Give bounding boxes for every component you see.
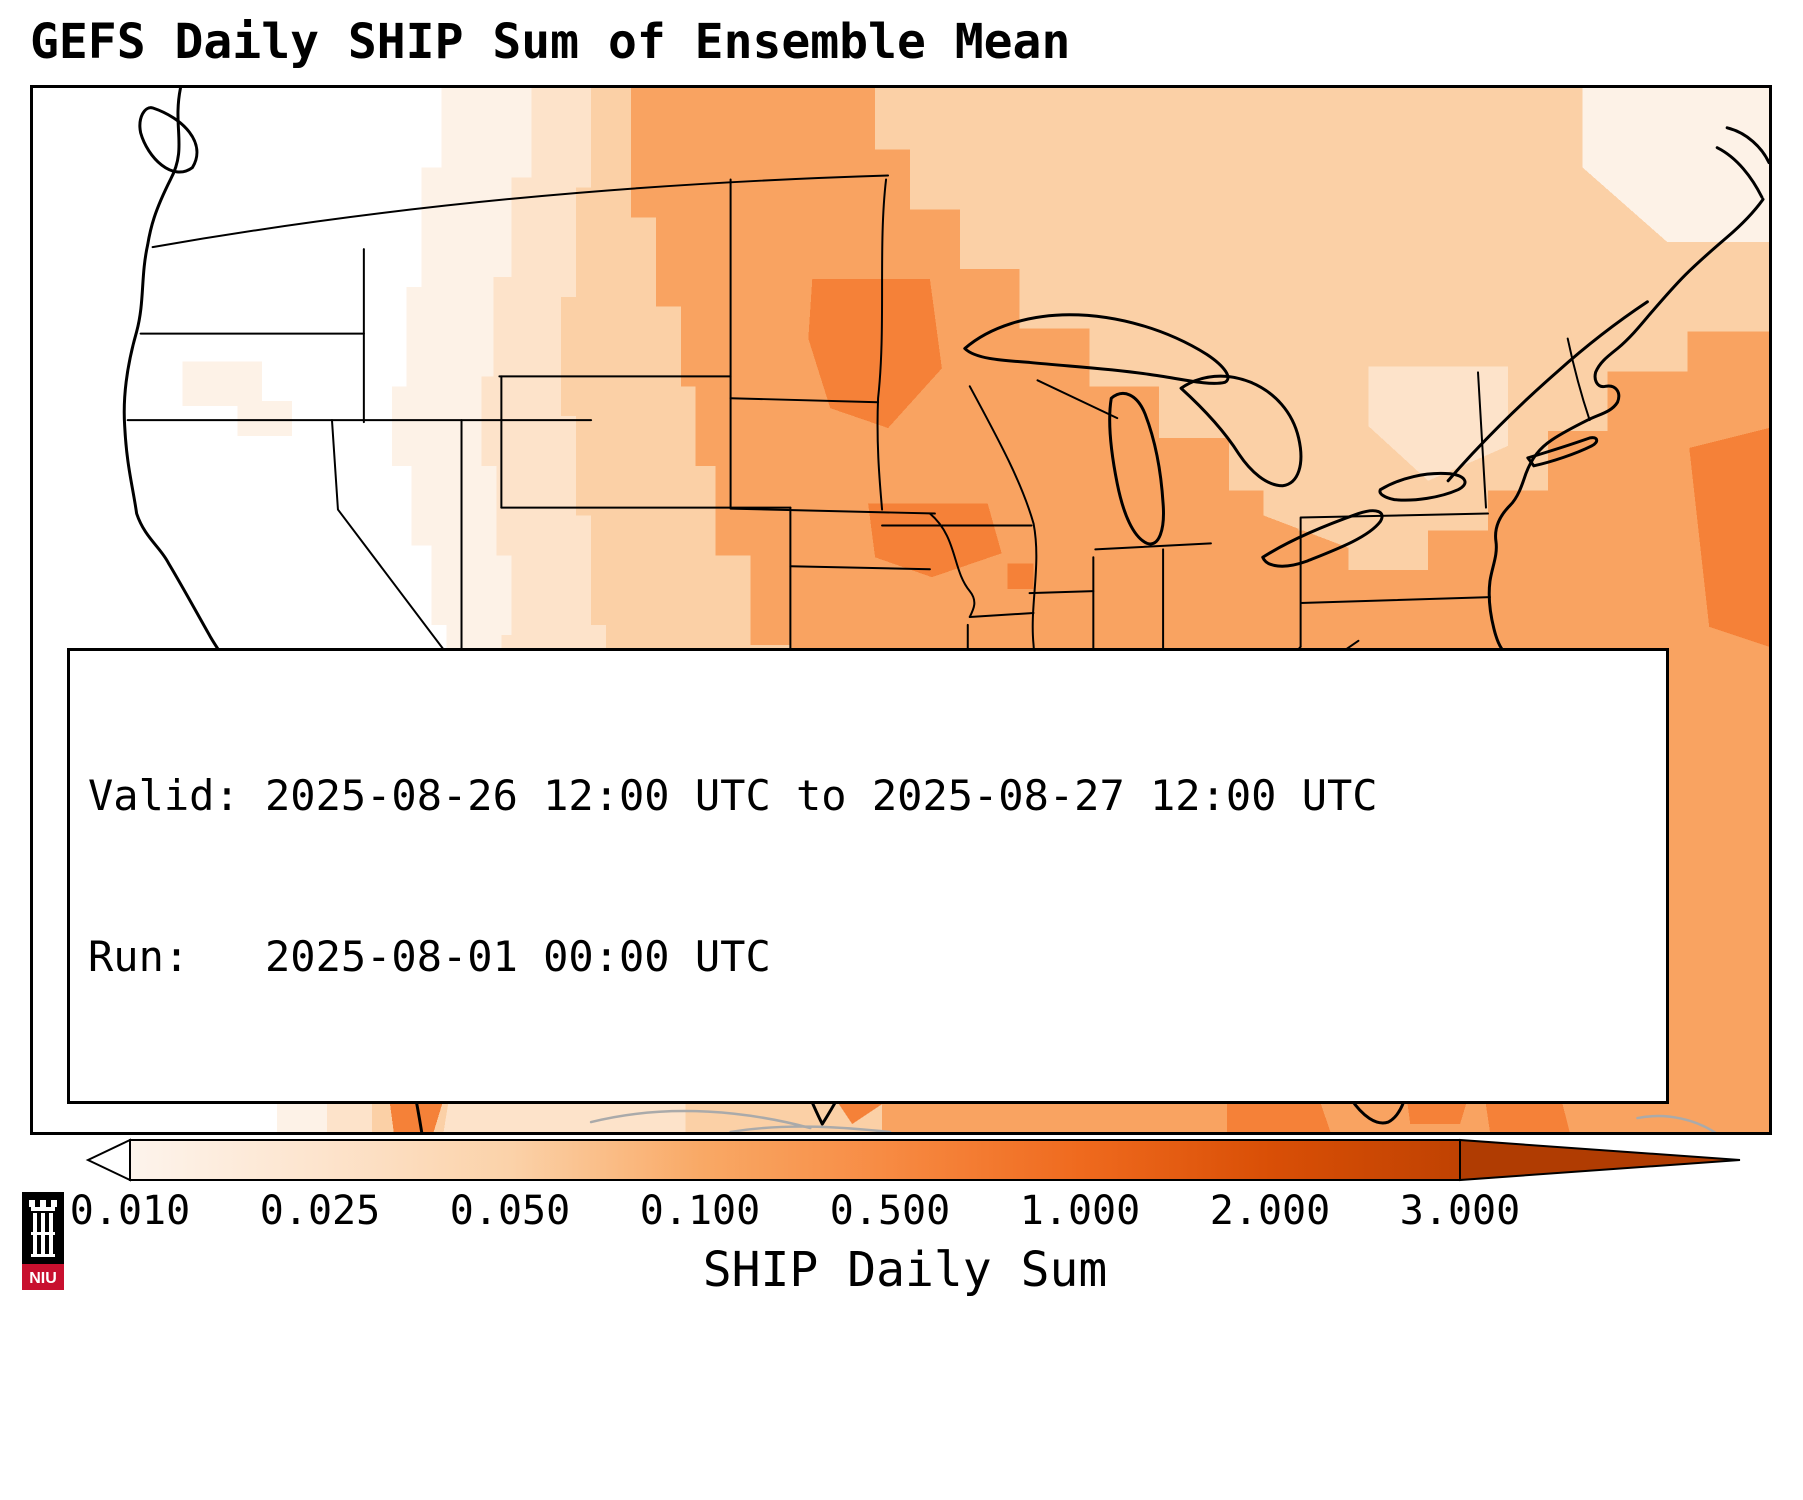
colorbar-tick-3: 0.100 <box>639 1188 761 1234</box>
shade-patch-idaho <box>237 401 293 436</box>
colorbar-tick-7: 3.000 <box>1399 1188 1521 1234</box>
shade-max-illinois <box>1007 563 1034 590</box>
weak-coastlines <box>589 1109 1717 1132</box>
shade-max-iowa <box>868 503 1002 578</box>
colorbar-extend-low-arrow <box>85 1138 131 1182</box>
lake-erie <box>1261 509 1384 568</box>
lake-ontario <box>1378 471 1467 502</box>
colorbar <box>85 1138 1741 1182</box>
colorbar-tick-4: 0.500 <box>829 1188 951 1234</box>
colorbar-tick-6: 2.000 <box>1209 1188 1331 1234</box>
lake-michigan <box>1108 392 1165 546</box>
colorbar-extend-high-arrow <box>1459 1138 1741 1182</box>
page-title: GEFS Daily SHIP Sum of Ensemble Mean <box>30 14 1071 70</box>
colorbar-gradient-bar <box>129 1139 1461 1181</box>
castle-icon <box>29 1200 57 1257</box>
long-island <box>1526 436 1599 468</box>
niu-logo-graphic: NIU <box>22 1192 64 1290</box>
maritimes-coast <box>1715 126 1769 199</box>
lake-huron <box>1179 374 1303 488</box>
run-time-text: Run: 2025-08-01 00:00 UTC <box>88 931 771 981</box>
vancouver-island <box>138 106 199 174</box>
validity-info-box: Valid: 2025-08-26 12:00 UTC to 2025-08-2… <box>67 648 1669 1104</box>
niu-logo: NIU <box>22 1192 64 1290</box>
st-lawrence-river <box>1446 300 1649 483</box>
niu-logo-text: NIU <box>29 1270 57 1287</box>
shade-max-offshore-east <box>1689 428 1769 647</box>
shade-patch-northeast-corner <box>1582 88 1769 243</box>
colorbar-tick-1: 0.025 <box>259 1188 381 1234</box>
colorbar-label: SHIP Daily Sum <box>702 1242 1108 1298</box>
colorbar-tick-2: 0.050 <box>449 1188 571 1234</box>
map-axes: Valid: 2025-08-26 12:00 UTC to 2025-08-2… <box>30 85 1772 1135</box>
valid-time-text: Valid: 2025-08-26 12:00 UTC to 2025-08-2… <box>88 770 1378 820</box>
lake-superior <box>963 313 1230 385</box>
colorbar-tick-0: 0.010 <box>69 1188 191 1234</box>
colorbar-tick-5: 1.000 <box>1019 1188 1141 1234</box>
shade-patch-oregon <box>182 361 263 407</box>
niu-logo-band <box>22 1264 64 1290</box>
shade-max-minnesota <box>808 278 942 429</box>
